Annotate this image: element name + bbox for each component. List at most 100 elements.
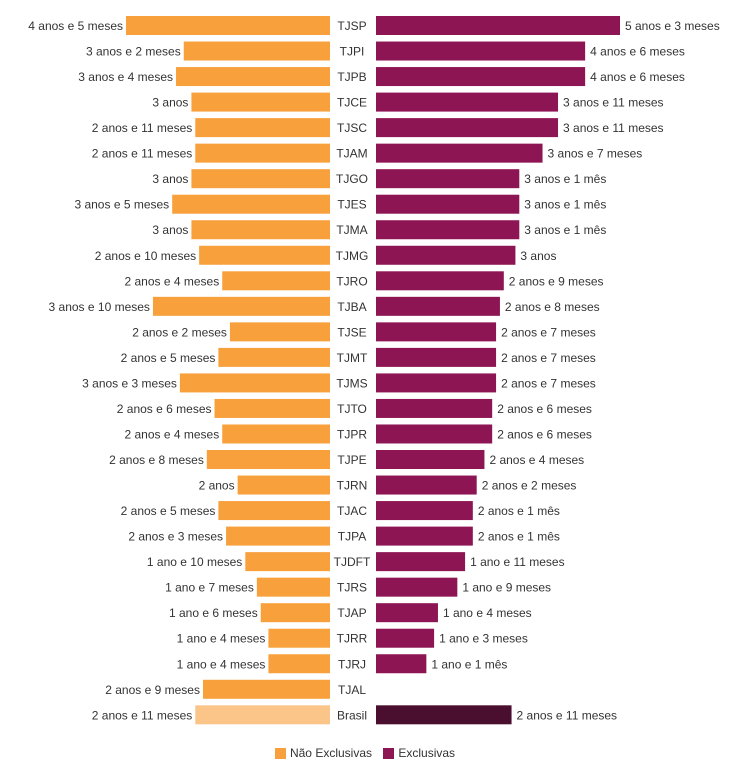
category-label-tjce: TJCE [337, 96, 367, 110]
category-label-tjro: TJRO [336, 274, 367, 288]
label-nao-exclusivas-tjpe: 2 anos e 8 meses [109, 453, 204, 467]
category-label-tjap: TJAP [337, 606, 366, 620]
bar-exclusivas-tjam [376, 143, 543, 163]
label-exclusivas-tjpi: 4 anos e 6 meses [590, 45, 685, 59]
bar-nao-exclusivas-tjsp [126, 16, 330, 35]
label-nao-exclusivas-tjsc: 2 anos e 11 meses [92, 121, 193, 135]
label-exclusivas-tjma: 3 anos e 1 mês [524, 223, 606, 237]
bar-exclusivas-tjes [376, 194, 520, 214]
label-nao-exclusivas-tjes: 3 anos e 5 meses [74, 198, 169, 212]
bar-nao-exclusivas-tjpr [222, 424, 330, 444]
bar-exclusivas-tjdft [376, 552, 466, 572]
bar-exclusivas-tjap [376, 603, 438, 623]
legend-label-nao-exclusivas: Não Exclusivas [289, 746, 372, 760]
bar-exclusivas-tjsc [376, 118, 559, 138]
bar-nao-exclusivas-tjgo [191, 169, 330, 189]
category-label-tjrn: TJRN [337, 479, 368, 493]
label-exclusivas-tjam: 3 anos e 7 meses [548, 147, 643, 161]
bar-exclusivas-tjpr [376, 424, 493, 444]
label-nao-exclusivas-tjpb: 3 anos e 4 meses [78, 70, 173, 84]
bar-exclusivas-tjro [376, 271, 504, 291]
bar-nao-exclusivas-tjce [191, 92, 330, 112]
bar-exclusivas-tjrr [376, 628, 435, 648]
label-exclusivas-tjap: 1 ano e 4 meses [443, 606, 532, 620]
bar-nao-exclusivas-tjes [172, 194, 330, 214]
legend-label-exclusivas: Exclusivas [398, 746, 456, 760]
category-label-tjgo: TJGO [336, 172, 368, 186]
chart-legend: Não Exclusivas Exclusivas [0, 746, 730, 762]
bar-nao-exclusivas-tjba [152, 296, 330, 316]
category-label-tjba: TJBA [337, 300, 366, 314]
bar-exclusivas-tjpi [376, 41, 586, 61]
bar-nao-exclusivas-tjro [222, 271, 330, 291]
bar-exclusivas-tjce [376, 92, 559, 112]
category-label-tjal: TJAL [338, 683, 366, 697]
bar-nao-exclusivas-tjap [260, 603, 330, 623]
label-exclusivas-tjpb: 4 anos e 6 meses [590, 70, 685, 84]
label-exclusivas-brasil: 2 anos e 11 meses [517, 708, 618, 722]
bar-nao-exclusivas-tjpe [206, 450, 330, 470]
category-label-tjsp: TJSP [337, 19, 366, 33]
category-label-tjmg: TJMG [336, 249, 369, 263]
label-nao-exclusivas-tjam: 2 anos e 11 meses [92, 147, 193, 161]
label-exclusivas-tjmg: 3 anos [520, 249, 556, 263]
bar-nao-exclusivas-tjac [218, 501, 330, 521]
label-nao-exclusivas-tjpa: 2 anos e 3 meses [128, 530, 223, 544]
label-nao-exclusivas-brasil: 2 anos e 11 meses [92, 708, 193, 722]
bar-nao-exclusivas-tjpa [226, 526, 330, 546]
label-nao-exclusivas-tjto: 2 anos e 6 meses [117, 402, 212, 416]
label-nao-exclusivas-tjmt: 2 anos e 5 meses [121, 351, 216, 365]
bar-nao-exclusivas-tjrr [268, 628, 330, 648]
bar-exclusivas-tjto [376, 398, 493, 418]
bar-nao-exclusivas-tjma [191, 220, 330, 240]
label-nao-exclusivas-tjal: 2 anos e 9 meses [105, 683, 200, 697]
label-nao-exclusivas-tjrs: 1 ano e 7 meses [165, 581, 254, 595]
label-exclusivas-tjrr: 1 ano e 3 meses [439, 632, 528, 646]
bar-exclusivas-tjgo [376, 169, 520, 189]
label-nao-exclusivas-tjro: 2 anos e 4 meses [124, 274, 219, 288]
label-exclusivas-tjse: 2 anos e 7 meses [501, 325, 596, 339]
label-exclusivas-tjsc: 3 anos e 11 meses [563, 121, 664, 135]
bar-exclusivas-tjrs [376, 577, 458, 597]
bar-nao-exclusivas-tjal [202, 679, 330, 699]
bar-exclusivas-tjms [376, 373, 497, 393]
bar-nao-exclusivas-tjpb [176, 67, 330, 87]
bar-exclusivas-tjse [376, 322, 497, 342]
label-exclusivas-tjdft: 1 ano e 11 meses [470, 555, 565, 569]
category-label-tjac: TJAC [337, 504, 367, 518]
label-nao-exclusivas-tjap: 1 ano e 6 meses [169, 606, 258, 620]
label-exclusivas-tjpa: 2 anos e 1 mês [478, 530, 560, 544]
bar-exclusivas-tjpb [376, 67, 586, 87]
legend-item-exclusivas: Exclusivas [383, 746, 455, 760]
bar-exclusivas-tjmt [376, 347, 497, 367]
bar-exclusivas-tjma [376, 220, 520, 240]
bar-nao-exclusivas-tjam [195, 143, 330, 163]
label-nao-exclusivas-tjrn: 2 anos [199, 479, 235, 493]
label-exclusivas-tjrn: 2 anos e 2 meses [482, 479, 577, 493]
bar-nao-exclusivas-tjmt [218, 347, 330, 367]
bar-exclusivas-tjac [376, 501, 473, 521]
label-exclusivas-tjto: 2 anos e 6 meses [497, 402, 592, 416]
category-label-tjrj: TJRJ [338, 657, 366, 671]
label-nao-exclusivas-tjpr: 2 anos e 4 meses [124, 427, 219, 441]
category-label-tjrr: TJRR [337, 632, 368, 646]
category-label-tjse: TJSE [337, 325, 366, 339]
label-nao-exclusivas-tjsp: 4 anos e 5 meses [28, 19, 123, 33]
label-exclusivas-tjce: 3 anos e 11 meses [563, 96, 664, 110]
legend-item-nao-exclusivas: Não Exclusivas [274, 746, 372, 760]
label-exclusivas-tjac: 2 anos e 1 mês [478, 504, 560, 518]
diverging-bar-chart: 4 anos e 5 meses TJSP 5 anos e 3 meses 3 an… [28, 16, 720, 725]
category-label-tjpr: TJPR [337, 427, 367, 441]
bar-exclusivas-tjrn [376, 475, 477, 495]
category-label-tjpe: TJPE [337, 453, 366, 467]
category-label-tjrs: TJRS [337, 581, 367, 595]
label-nao-exclusivas-tjgo: 3 anos [152, 172, 188, 186]
label-exclusivas-tjgo: 3 anos e 1 mês [524, 172, 606, 186]
bar-exclusivas-tjmg [376, 245, 516, 265]
bar-exclusivas-brasil [376, 705, 512, 725]
bar-nao-exclusivas-tjse [229, 322, 330, 342]
label-exclusivas-tjrj: 1 ano e 1 mês [431, 657, 507, 671]
category-label-brasil: Brasil [337, 708, 367, 722]
bar-nao-exclusivas-tjmg [199, 245, 330, 265]
bar-nao-exclusivas-tjto [214, 398, 330, 418]
